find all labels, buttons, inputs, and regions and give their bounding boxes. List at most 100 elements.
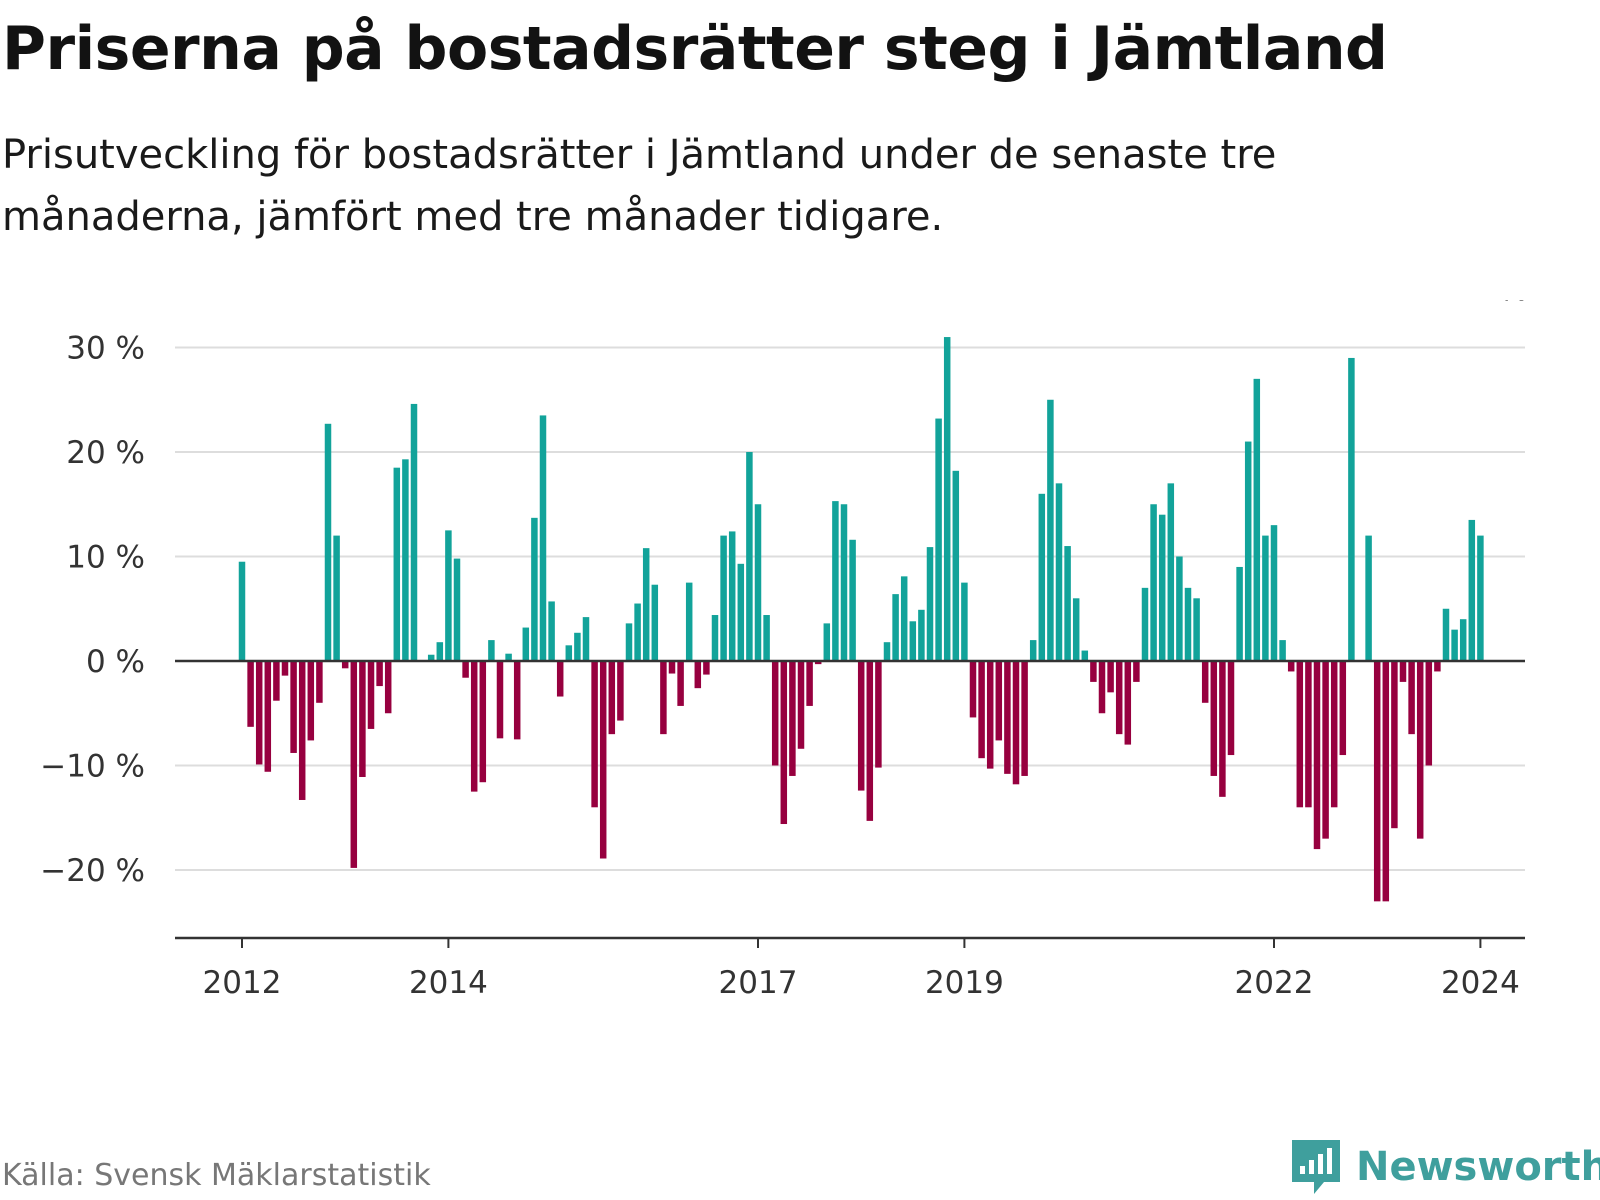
bar [531,517,538,661]
y-axis-labels: −20 % −10 % 0 % 10 % 20 % 30 % [40,331,145,890]
bar [350,661,358,868]
bar [1072,598,1080,661]
bar [677,661,684,706]
chart-subtitle: Prisutveckling för bostadsrätter i Jämtl… [2,132,1277,240]
bar [1167,483,1175,661]
bar [1176,556,1183,661]
bar [247,661,254,727]
bar [875,661,882,768]
bar [1399,661,1407,682]
bar [1141,587,1149,661]
x-tick-label: 2014 [409,965,488,1001]
bar [522,627,530,661]
bar [1115,661,1123,735]
bar [1416,661,1424,839]
bar [969,661,977,718]
bar [1373,661,1381,902]
bar [926,547,934,661]
bar [1391,661,1398,829]
bar [359,661,366,777]
bar [1339,661,1347,756]
bar [281,661,289,676]
bar [1081,650,1089,661]
bar [754,504,762,661]
bar [307,661,315,741]
bar [617,661,624,721]
bar [1244,441,1252,661]
bar [711,615,719,661]
bar [496,661,504,739]
bar-chart: −20 %−10 %0 %10 %20 %30 % 2012 2014 2017 20… [40,300,1529,1001]
bar [978,661,985,759]
bar [823,623,831,661]
bar [1270,525,1278,661]
bar [462,661,469,678]
source-note: Källa: Svensk Mäklarstatistik [2,1158,431,1193]
bar [694,661,702,689]
bar [341,661,349,669]
bar [384,661,392,714]
bar [333,535,340,661]
bar [961,582,968,661]
bar [1193,598,1200,661]
bar [892,594,899,661]
bar [1004,661,1011,774]
bar [1090,661,1097,682]
bar [565,645,573,661]
y-tick-label: 0 % [86,644,145,680]
bar [316,661,323,703]
bar [728,531,736,661]
bar [539,415,547,661]
bar [453,558,461,661]
axes [175,659,1525,940]
bar [1279,640,1286,661]
bar [1434,661,1441,672]
bar [1296,661,1304,808]
y-tick-label: 30 % [66,331,145,367]
bar [849,539,856,661]
bar [797,661,805,749]
bar [900,576,908,661]
bars [238,337,1484,902]
bar [1038,493,1046,661]
bar [1124,661,1132,745]
x-tick-label: 2024 [1441,965,1520,1001]
bar [1451,629,1458,661]
bar [255,661,263,765]
bar [1425,661,1433,766]
bar [1253,378,1261,661]
bar [771,661,779,766]
bar [290,661,297,753]
bar [1477,535,1484,661]
bar [1021,661,1028,776]
bar [814,661,822,665]
bar [1313,661,1321,850]
bar [264,661,272,772]
bar [574,632,581,661]
bar [402,459,409,661]
y-tick-label: −10 % [40,749,145,785]
bar [634,603,641,661]
bar [737,563,745,661]
bar [1047,399,1054,661]
bar [746,452,753,661]
bar [1210,661,1218,776]
bar [857,661,865,791]
bar [1219,661,1226,797]
x-tick-label: 2022 [1235,965,1314,1001]
bar [556,661,564,697]
bar [582,617,590,661]
bar [918,609,925,661]
bar [1262,535,1269,661]
bar [1029,640,1037,661]
x-tick-label: 2017 [719,965,798,1001]
bar [832,501,839,661]
bar [1330,661,1338,808]
chart-title: Priserna på bostadsrätter steg i Jämtlan… [2,14,1388,84]
bar [376,661,383,687]
annotations: 12 % [1450,300,1529,308]
bar [436,642,444,661]
bar [1348,357,1355,661]
bar [608,661,616,735]
bar [840,504,848,661]
